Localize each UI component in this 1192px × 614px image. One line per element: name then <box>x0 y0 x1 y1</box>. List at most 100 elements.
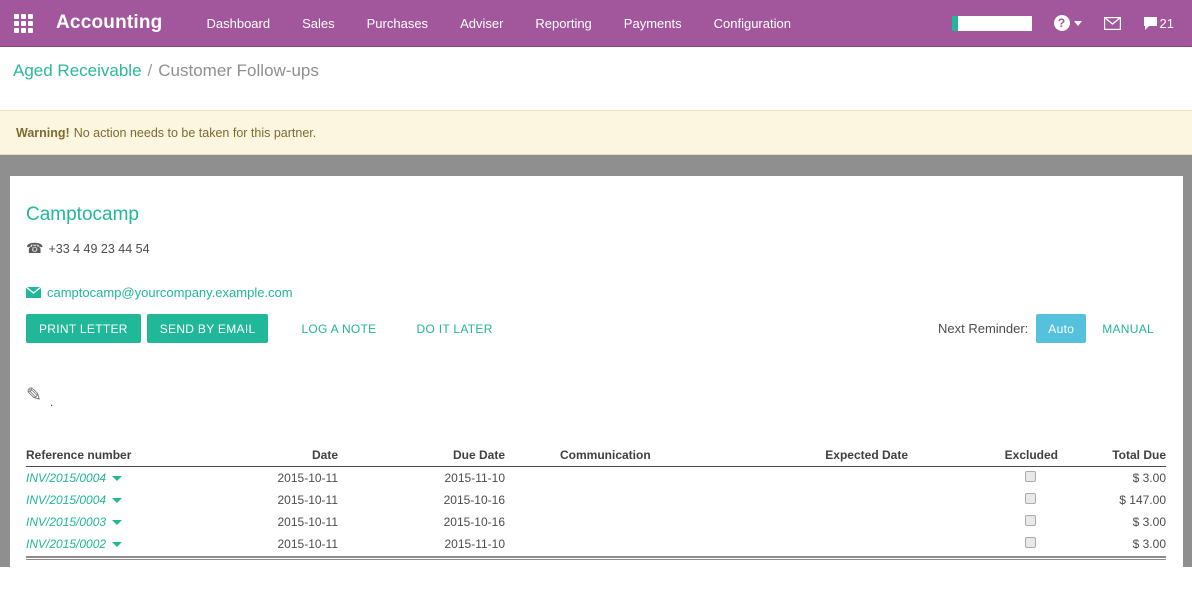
chat-bubble-icon <box>1143 17 1157 30</box>
cell-total-due: $ 3.00 <box>1132 471 1166 485</box>
invoice-link[interactable]: INV/2015/0002 <box>26 537 107 551</box>
total-due-label: Total Due <box>1002 566 1058 567</box>
send-by-email-button[interactable]: SEND BY EMAIL <box>146 314 269 343</box>
followup-note-editor[interactable]: ✎ . <box>26 385 1167 409</box>
table-header-row: Reference number Date Due Date Communica… <box>26 445 1166 467</box>
invoice-link[interactable]: INV/2015/0004 <box>26 493 107 507</box>
table-footer-divider <box>26 556 1166 560</box>
table-row: INV/2015/0004 2015-10-11 2015-10-16 $ 14… <box>26 489 1166 511</box>
excluded-checkbox[interactable] <box>1025 515 1036 526</box>
menu-item-purchases[interactable]: Purchases <box>366 15 429 31</box>
grid-icon <box>13 13 33 33</box>
cell-communication <box>505 533 798 555</box>
cell-total-due: $ 3.00 <box>1132 515 1166 529</box>
chevron-down-icon[interactable] <box>112 498 123 504</box>
cell-total-due: $ 147.00 <box>1119 493 1166 507</box>
user-menu[interactable] <box>951 15 1032 31</box>
warning-label: Warning! <box>16 126 70 140</box>
cell-due-date: 2015-10-16 <box>443 515 505 529</box>
cell-due-date: 2015-11-10 <box>444 537 506 551</box>
partner-name: Camptocamp <box>26 204 139 225</box>
chevron-down-icon <box>1073 20 1082 26</box>
chat-counter[interactable]: 21 <box>1143 16 1174 31</box>
cell-communication <box>505 467 798 490</box>
envelope-icon <box>26 287 41 298</box>
cell-total-due: $ 3.00 <box>1132 537 1166 551</box>
total-row: Total Due $ 156.00 <box>26 566 1166 567</box>
cell-date: 2015-10-11 <box>277 537 339 551</box>
actions-row: PRINT LETTER SEND BY EMAIL LOG A NOTE DO… <box>26 314 1167 343</box>
note-text: . <box>49 395 54 409</box>
email-link[interactable]: camptocamp@yourcompany.example.com <box>47 285 293 300</box>
chat-count: 21 <box>1159 15 1174 31</box>
table-row: INV/2015/0003 2015-10-11 2015-10-16 $ 3.… <box>26 511 1166 533</box>
menu-item-reporting[interactable]: Reporting <box>535 15 592 31</box>
col-header-due-date: Due Date <box>338 445 505 467</box>
menu-item-payments[interactable]: Payments <box>623 15 682 31</box>
do-it-later-button[interactable]: DO IT LATER <box>403 314 505 343</box>
excluded-checkbox[interactable] <box>1025 493 1036 504</box>
reminder-auto-button[interactable]: Auto <box>1036 314 1087 343</box>
chevron-down-icon[interactable] <box>112 476 123 482</box>
next-reminder-label: Next Reminder: <box>937 321 1029 336</box>
cell-date: 2015-10-11 <box>277 471 339 485</box>
cell-date: 2015-10-11 <box>277 515 339 529</box>
col-header-communication: Communication <box>505 445 798 467</box>
breadcrumb: Aged Receivable / Customer Follow-ups <box>13 61 1192 81</box>
top-navbar: Accounting Dashboard Sales Purchases Adv… <box>0 0 1192 47</box>
warning-text: No action needs to be taken for this par… <box>73 126 317 140</box>
help-icon: ? <box>1053 15 1070 31</box>
help-menu[interactable]: ? <box>1053 15 1082 31</box>
menu-item-configuration[interactable]: Configuration <box>713 15 791 31</box>
cell-expected-date <box>798 467 908 490</box>
col-header-date: Date <box>226 445 338 467</box>
print-letter-button[interactable]: PRINT LETTER <box>26 314 141 343</box>
chevron-down-icon[interactable] <box>112 542 123 548</box>
breadcrumb-aged-receivable[interactable]: Aged Receivable <box>13 61 142 80</box>
apps-menu-icon[interactable] <box>0 13 46 33</box>
cell-communication <box>505 511 798 533</box>
menu-item-dashboard[interactable]: Dashboard <box>206 15 271 31</box>
menu-item-adviser[interactable]: Adviser <box>460 15 504 31</box>
partner-email: camptocamp@yourcompany.example.com <box>26 285 1167 300</box>
cell-expected-date <box>798 489 908 511</box>
content-background: Camptocamp ☎ +33 4 49 23 44 54 camptocam… <box>0 155 1192 567</box>
total-due-value: $ 156.00 <box>1058 566 1166 567</box>
cell-due-date: 2015-10-16 <box>443 493 505 507</box>
breadcrumb-separator: / <box>147 61 153 80</box>
cell-due-date: 2015-11-10 <box>444 471 506 485</box>
reminder-manual-button[interactable]: MANUAL <box>1089 314 1167 343</box>
next-reminder-group: Next Reminder: Auto MANUAL <box>938 314 1167 343</box>
followup-card: Camptocamp ☎ +33 4 49 23 44 54 camptocam… <box>10 176 1183 567</box>
col-header-excluded: Excluded <box>908 445 1058 467</box>
excluded-checkbox[interactable] <box>1025 537 1036 548</box>
invoice-link[interactable]: INV/2015/0003 <box>26 515 107 529</box>
breadcrumb-bar: Aged Receivable / Customer Follow-ups <box>0 47 1192 110</box>
table-row: INV/2015/0004 2015-10-11 2015-11-10 $ 3.… <box>26 467 1166 490</box>
menu-item-sales[interactable]: Sales <box>302 15 335 31</box>
messages-icon[interactable] <box>1103 16 1121 30</box>
col-header-expected-date: Expected Date <box>798 445 908 467</box>
invoice-link[interactable]: INV/2015/0004 <box>26 471 107 485</box>
col-header-reference: Reference number <box>26 445 226 467</box>
cell-expected-date <box>798 511 908 533</box>
log-a-note-button[interactable]: LOG A NOTE <box>288 314 389 343</box>
warning-banner: Warning! No action needs to be taken for … <box>0 110 1192 155</box>
user-status-accent <box>951 15 958 31</box>
breadcrumb-current: Customer Follow-ups <box>158 61 319 80</box>
phone-number: +33 4 49 23 44 54 <box>48 241 150 256</box>
table-row: INV/2015/0002 2015-10-11 2015-11-10 $ 3.… <box>26 533 1166 555</box>
cell-expected-date <box>798 533 908 555</box>
col-header-total-due: Total Due <box>1058 445 1166 467</box>
pencil-icon: ✎ <box>26 385 42 406</box>
cell-communication <box>505 489 798 511</box>
topbar-right-tools: ? 21 <box>951 15 1192 31</box>
main-menu: Dashboard Sales Purchases Adviser Report… <box>191 0 807 47</box>
excluded-checkbox[interactable] <box>1025 471 1036 482</box>
chevron-down-icon[interactable] <box>112 520 123 526</box>
app-title: Accounting <box>56 12 163 33</box>
followup-lines-table: Reference number Date Due Date Communica… <box>26 445 1166 555</box>
cell-date: 2015-10-11 <box>277 493 339 507</box>
partner-phone: ☎ +33 4 49 23 44 54 <box>26 240 1167 257</box>
phone-icon: ☎ <box>26 240 44 256</box>
